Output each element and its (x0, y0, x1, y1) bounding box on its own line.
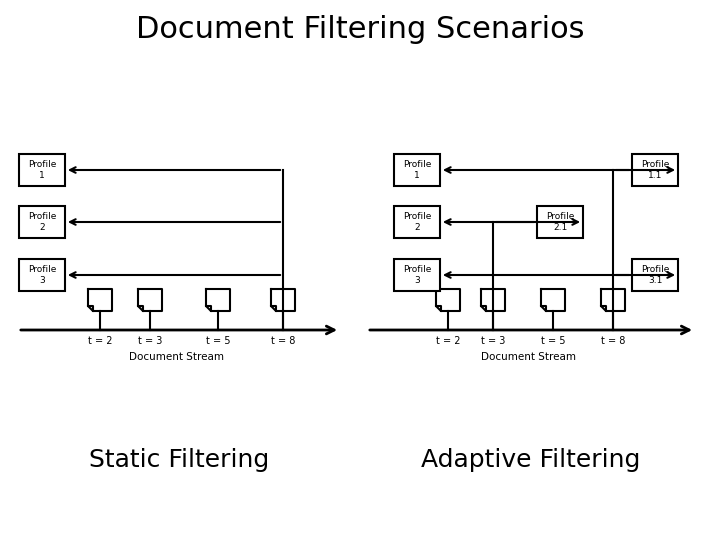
Bar (632, 154, 678, 186)
Text: t = 8: t = 8 (271, 336, 295, 346)
Text: t = 3: t = 3 (138, 336, 162, 346)
Text: t = 2: t = 2 (436, 336, 460, 346)
Text: Static Filtering: Static Filtering (89, 448, 269, 472)
Text: t = 8: t = 8 (600, 336, 625, 346)
Text: t = 5: t = 5 (541, 336, 565, 346)
Text: t = 5: t = 5 (206, 336, 230, 346)
Text: Document Stream: Document Stream (481, 352, 576, 362)
Text: Document Stream: Document Stream (129, 352, 224, 362)
Bar (537, 206, 583, 238)
Text: t = 2: t = 2 (88, 336, 112, 346)
Text: Profile
1: Profile 1 (402, 160, 431, 180)
Text: Profile
2.1: Profile 2.1 (546, 212, 574, 232)
Bar (394, 206, 440, 238)
Text: Profile
1.1: Profile 1.1 (641, 160, 669, 180)
Text: Profile
2: Profile 2 (402, 212, 431, 232)
Bar (19, 154, 65, 186)
Bar (632, 259, 678, 291)
Bar (394, 259, 440, 291)
Text: Profile
2: Profile 2 (28, 212, 56, 232)
Text: Profile
3: Profile 3 (28, 265, 56, 285)
Text: Profile
1: Profile 1 (28, 160, 56, 180)
Text: Profile
3: Profile 3 (402, 265, 431, 285)
Text: Document Filtering Scenarios: Document Filtering Scenarios (136, 15, 584, 44)
Text: Adaptive Filtering: Adaptive Filtering (421, 448, 641, 472)
Bar (19, 259, 65, 291)
Bar (19, 206, 65, 238)
Text: t = 3: t = 3 (481, 336, 505, 346)
Bar (394, 154, 440, 186)
Text: Profile
3.1: Profile 3.1 (641, 265, 669, 285)
